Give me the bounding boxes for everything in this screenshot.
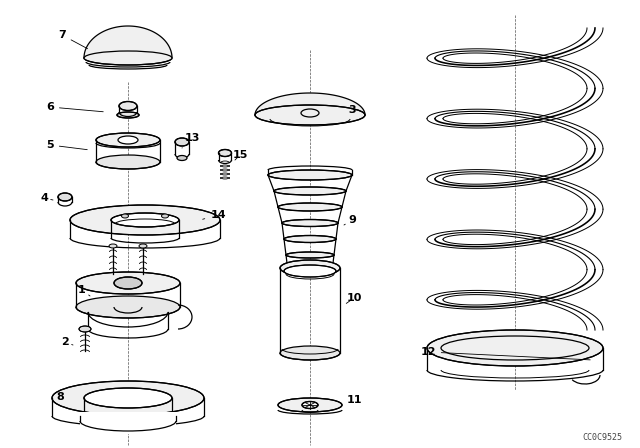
Ellipse shape [286,252,334,258]
Text: 12: 12 [420,347,590,360]
Text: CC0C9525: CC0C9525 [582,432,622,441]
Text: 9: 9 [344,215,356,225]
Ellipse shape [79,326,91,332]
Ellipse shape [278,203,342,211]
Ellipse shape [117,112,139,118]
Ellipse shape [280,260,340,276]
Ellipse shape [76,272,180,294]
Ellipse shape [114,277,142,289]
Text: 15: 15 [232,150,248,160]
Ellipse shape [96,133,160,147]
Ellipse shape [278,398,342,412]
Text: 11: 11 [346,395,362,405]
Ellipse shape [96,155,160,169]
Text: 3: 3 [348,105,356,115]
Ellipse shape [427,330,603,366]
Ellipse shape [282,220,338,227]
Ellipse shape [288,268,332,274]
Ellipse shape [119,102,137,111]
Ellipse shape [218,150,232,156]
Ellipse shape [284,265,336,277]
Ellipse shape [175,138,189,146]
Ellipse shape [302,401,318,409]
Ellipse shape [70,205,220,235]
Ellipse shape [76,296,180,318]
Text: 13: 13 [182,133,200,148]
Ellipse shape [111,213,179,227]
Ellipse shape [177,155,187,160]
Ellipse shape [161,214,168,218]
Text: 7: 7 [58,30,88,49]
Ellipse shape [284,236,336,242]
Bar [80,412,176,434]
Ellipse shape [52,381,204,415]
Ellipse shape [84,51,172,65]
Ellipse shape [268,170,352,180]
Text: 10: 10 [346,293,362,303]
Text: 14: 14 [203,210,226,220]
Ellipse shape [139,244,147,248]
Ellipse shape [109,244,117,248]
Text: 5: 5 [46,140,87,150]
Ellipse shape [122,214,129,218]
Ellipse shape [118,136,138,144]
Text: 6: 6 [46,102,103,112]
Ellipse shape [255,105,365,125]
Ellipse shape [274,187,346,195]
Text: 8: 8 [56,392,64,402]
Text: 1: 1 [78,285,90,296]
Ellipse shape [84,388,172,408]
Text: 4: 4 [40,193,53,203]
Ellipse shape [280,346,340,360]
Ellipse shape [58,193,72,201]
Text: 2: 2 [61,337,73,347]
